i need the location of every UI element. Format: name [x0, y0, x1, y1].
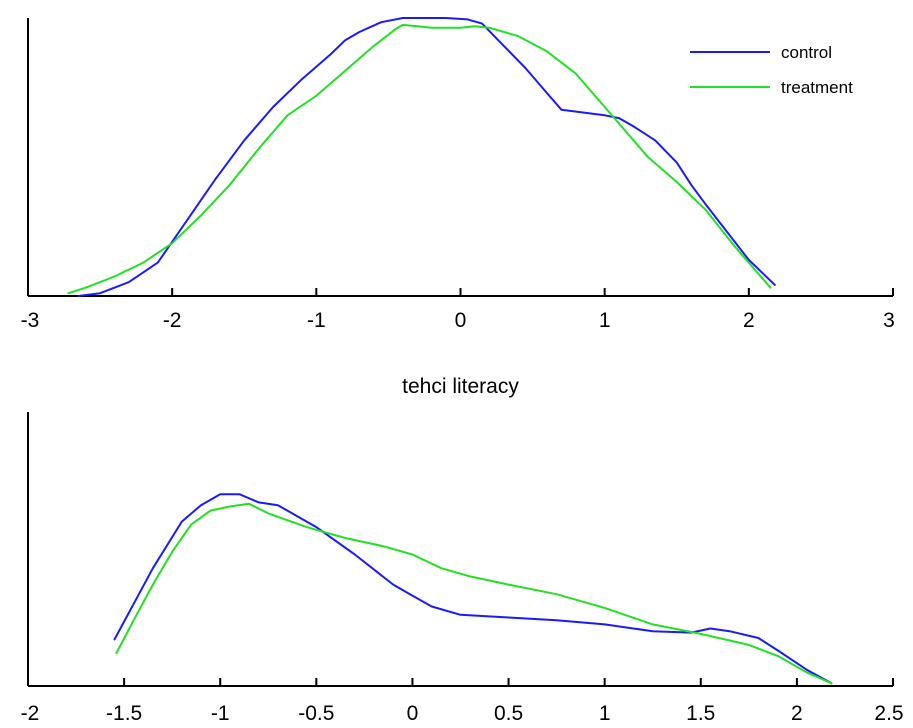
x-tick-label: 3 [883, 309, 895, 332]
x-tick-label: 0.5 [494, 702, 523, 725]
x-tick-label: -0.5 [298, 702, 334, 725]
series-line-control [77, 17, 776, 297]
series-line-treatment [115, 502, 833, 685]
x-tick-label: 2.5 [874, 702, 903, 725]
x-tick-label: 0 [407, 702, 419, 725]
x-tick-label: 2 [743, 309, 755, 332]
top-chart-panel: -3 -2 -1 0 1 2 3 control treatment [21, 17, 895, 332]
x-tick-label: 1 [599, 702, 611, 725]
x-tick-label: -2 [163, 309, 182, 332]
x-tick-label: -1 [307, 309, 326, 332]
chart-title: tehci literacy [402, 375, 519, 398]
tehci-literacy-chart-panel: tehci literacy -2 -1.5 -1 -0.5 0 0.5 1 1.5 2 2.5 [21, 375, 904, 725]
x-tick-label: -1.5 [106, 702, 142, 725]
x-tick-label: 1 [599, 309, 611, 332]
legend: control treatment [690, 43, 853, 97]
legend-label-control: control [781, 43, 832, 62]
x-tick-label: -2 [21, 702, 40, 725]
legend-label-treatment: treatment [781, 78, 853, 97]
series-line-control [113, 493, 833, 685]
x-tick-label: -3 [21, 309, 40, 332]
x-tick-label: 2 [791, 702, 803, 725]
x-tick-label: 1.5 [686, 702, 715, 725]
x-tick-label: 0 [455, 309, 467, 332]
series-line-treatment [67, 23, 772, 295]
x-tick-label: -1 [211, 702, 230, 725]
